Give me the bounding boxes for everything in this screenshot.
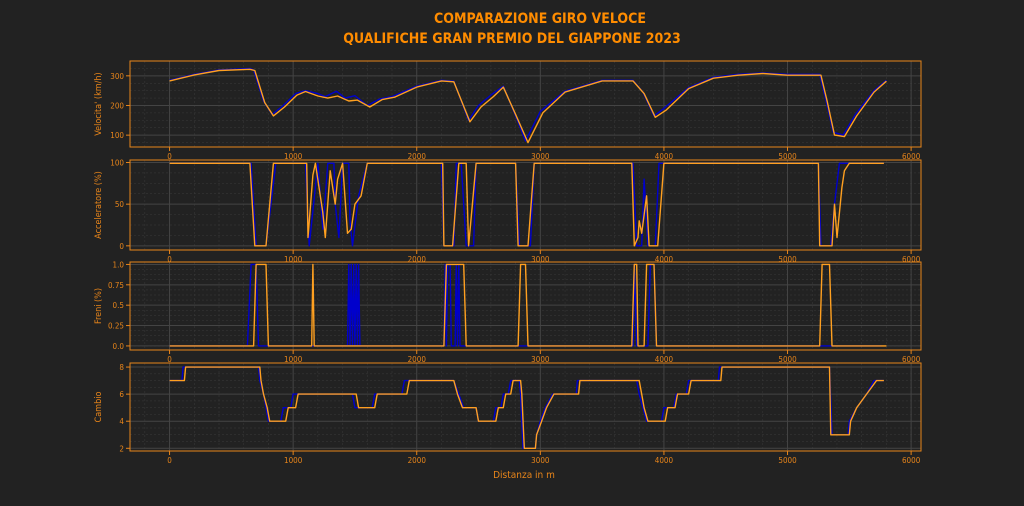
- tick-label-y: 6: [119, 390, 124, 399]
- axes-frame: [129, 60, 922, 148]
- series-line-2: [169, 366, 884, 449]
- panel-1: 0 1000 2000 3000 4000 5000 6000 100 200 300 Veloci…: [94, 60, 922, 161]
- tick-label-x: 2000: [408, 255, 427, 264]
- y-axis-label: Acceleratore (%): [94, 171, 104, 239]
- tick-label-x: 5000: [778, 152, 797, 161]
- x-axis-label: Distanza in m: [493, 470, 555, 481]
- tick-label-x: 6000: [902, 456, 921, 465]
- series-line-1: [169, 67, 887, 142]
- tick-label-y: 100: [110, 131, 124, 140]
- tick-label-x: 2000: [408, 152, 427, 161]
- tick-label-x: 1000: [284, 355, 303, 364]
- tick-label-y: 1.0: [113, 260, 125, 269]
- series-line-2: [169, 68, 887, 144]
- tick-label-x: 1000: [284, 152, 303, 161]
- chart-title-line1: COMPARAZIONE GIRO VELOCE: [434, 11, 646, 27]
- series-line-2: [169, 162, 884, 247]
- tick-label-y: 2: [119, 444, 124, 453]
- tick-label-x: 3000: [531, 456, 550, 465]
- tick-label-y: 300: [110, 72, 124, 81]
- tick-label-x: 0: [167, 152, 172, 161]
- tick-label-x: 0: [167, 255, 172, 264]
- tick-label-x: 1000: [284, 456, 303, 465]
- y-axis-label: Freni (%): [94, 288, 104, 324]
- tick-label-x: 3000: [531, 355, 550, 364]
- tick-label-y: 100: [110, 159, 124, 168]
- tick-label-y: 0: [119, 242, 124, 251]
- series-line-1: [169, 263, 882, 347]
- tick-label-y: 50: [115, 200, 125, 209]
- tick-label-y: 4: [119, 417, 124, 426]
- tick-label-x: 5000: [778, 456, 797, 465]
- tick-label-x: 0: [167, 355, 172, 364]
- tick-label-y: 0.5: [113, 301, 124, 310]
- panel-2: 0 1000 2000 3000 4000 5000 6000 0 50 100 Accelerat…: [94, 159, 922, 264]
- series-line-2: [169, 263, 887, 347]
- axes-frame: [129, 159, 922, 251]
- tick-label-x: 6000: [902, 355, 921, 364]
- chart-title-line2: QUALIFICHE GRAN PREMIO DEL GIAPPONE 2023: [343, 31, 681, 47]
- y-axis-label: Cambio: [94, 392, 104, 423]
- tick-label-x: 4000: [655, 152, 674, 161]
- tick-label-x: 6000: [902, 255, 921, 264]
- panel-3: 0 1000 2000 3000 4000 5000 6000 0.0 0.25 0.5 0.75 1…: [94, 260, 922, 364]
- tick-label-x: 6000: [902, 152, 921, 161]
- tick-label-y: 0.25: [108, 322, 124, 331]
- tick-label-y: 200: [110, 101, 124, 110]
- tick-label-x: 4000: [655, 355, 674, 364]
- tick-label-x: 1000: [284, 255, 303, 264]
- y-axis-label: Velocita' (km/h): [94, 72, 104, 135]
- tick-label-x: 2000: [408, 355, 427, 364]
- tick-label-y: 0.75: [108, 281, 124, 290]
- panel-4: 0 1000 2000 3000 4000 5000 6000 2 4 6 8 Cambio: [94, 362, 922, 465]
- tick-label-x: 4000: [655, 255, 674, 264]
- tick-label-x: 2000: [408, 456, 427, 465]
- tick-label-x: 5000: [778, 355, 797, 364]
- axes-frame: [129, 362, 922, 452]
- tick-label-x: 4000: [655, 456, 674, 465]
- axes-frame: [129, 261, 922, 351]
- tick-label-x: 3000: [531, 152, 550, 161]
- tick-label-y: 8: [119, 363, 124, 372]
- tick-label-x: 3000: [531, 255, 550, 264]
- tick-label-x: 5000: [778, 255, 797, 264]
- tick-label-x: 0: [167, 456, 172, 465]
- tick-label-y: 0.0: [113, 342, 125, 351]
